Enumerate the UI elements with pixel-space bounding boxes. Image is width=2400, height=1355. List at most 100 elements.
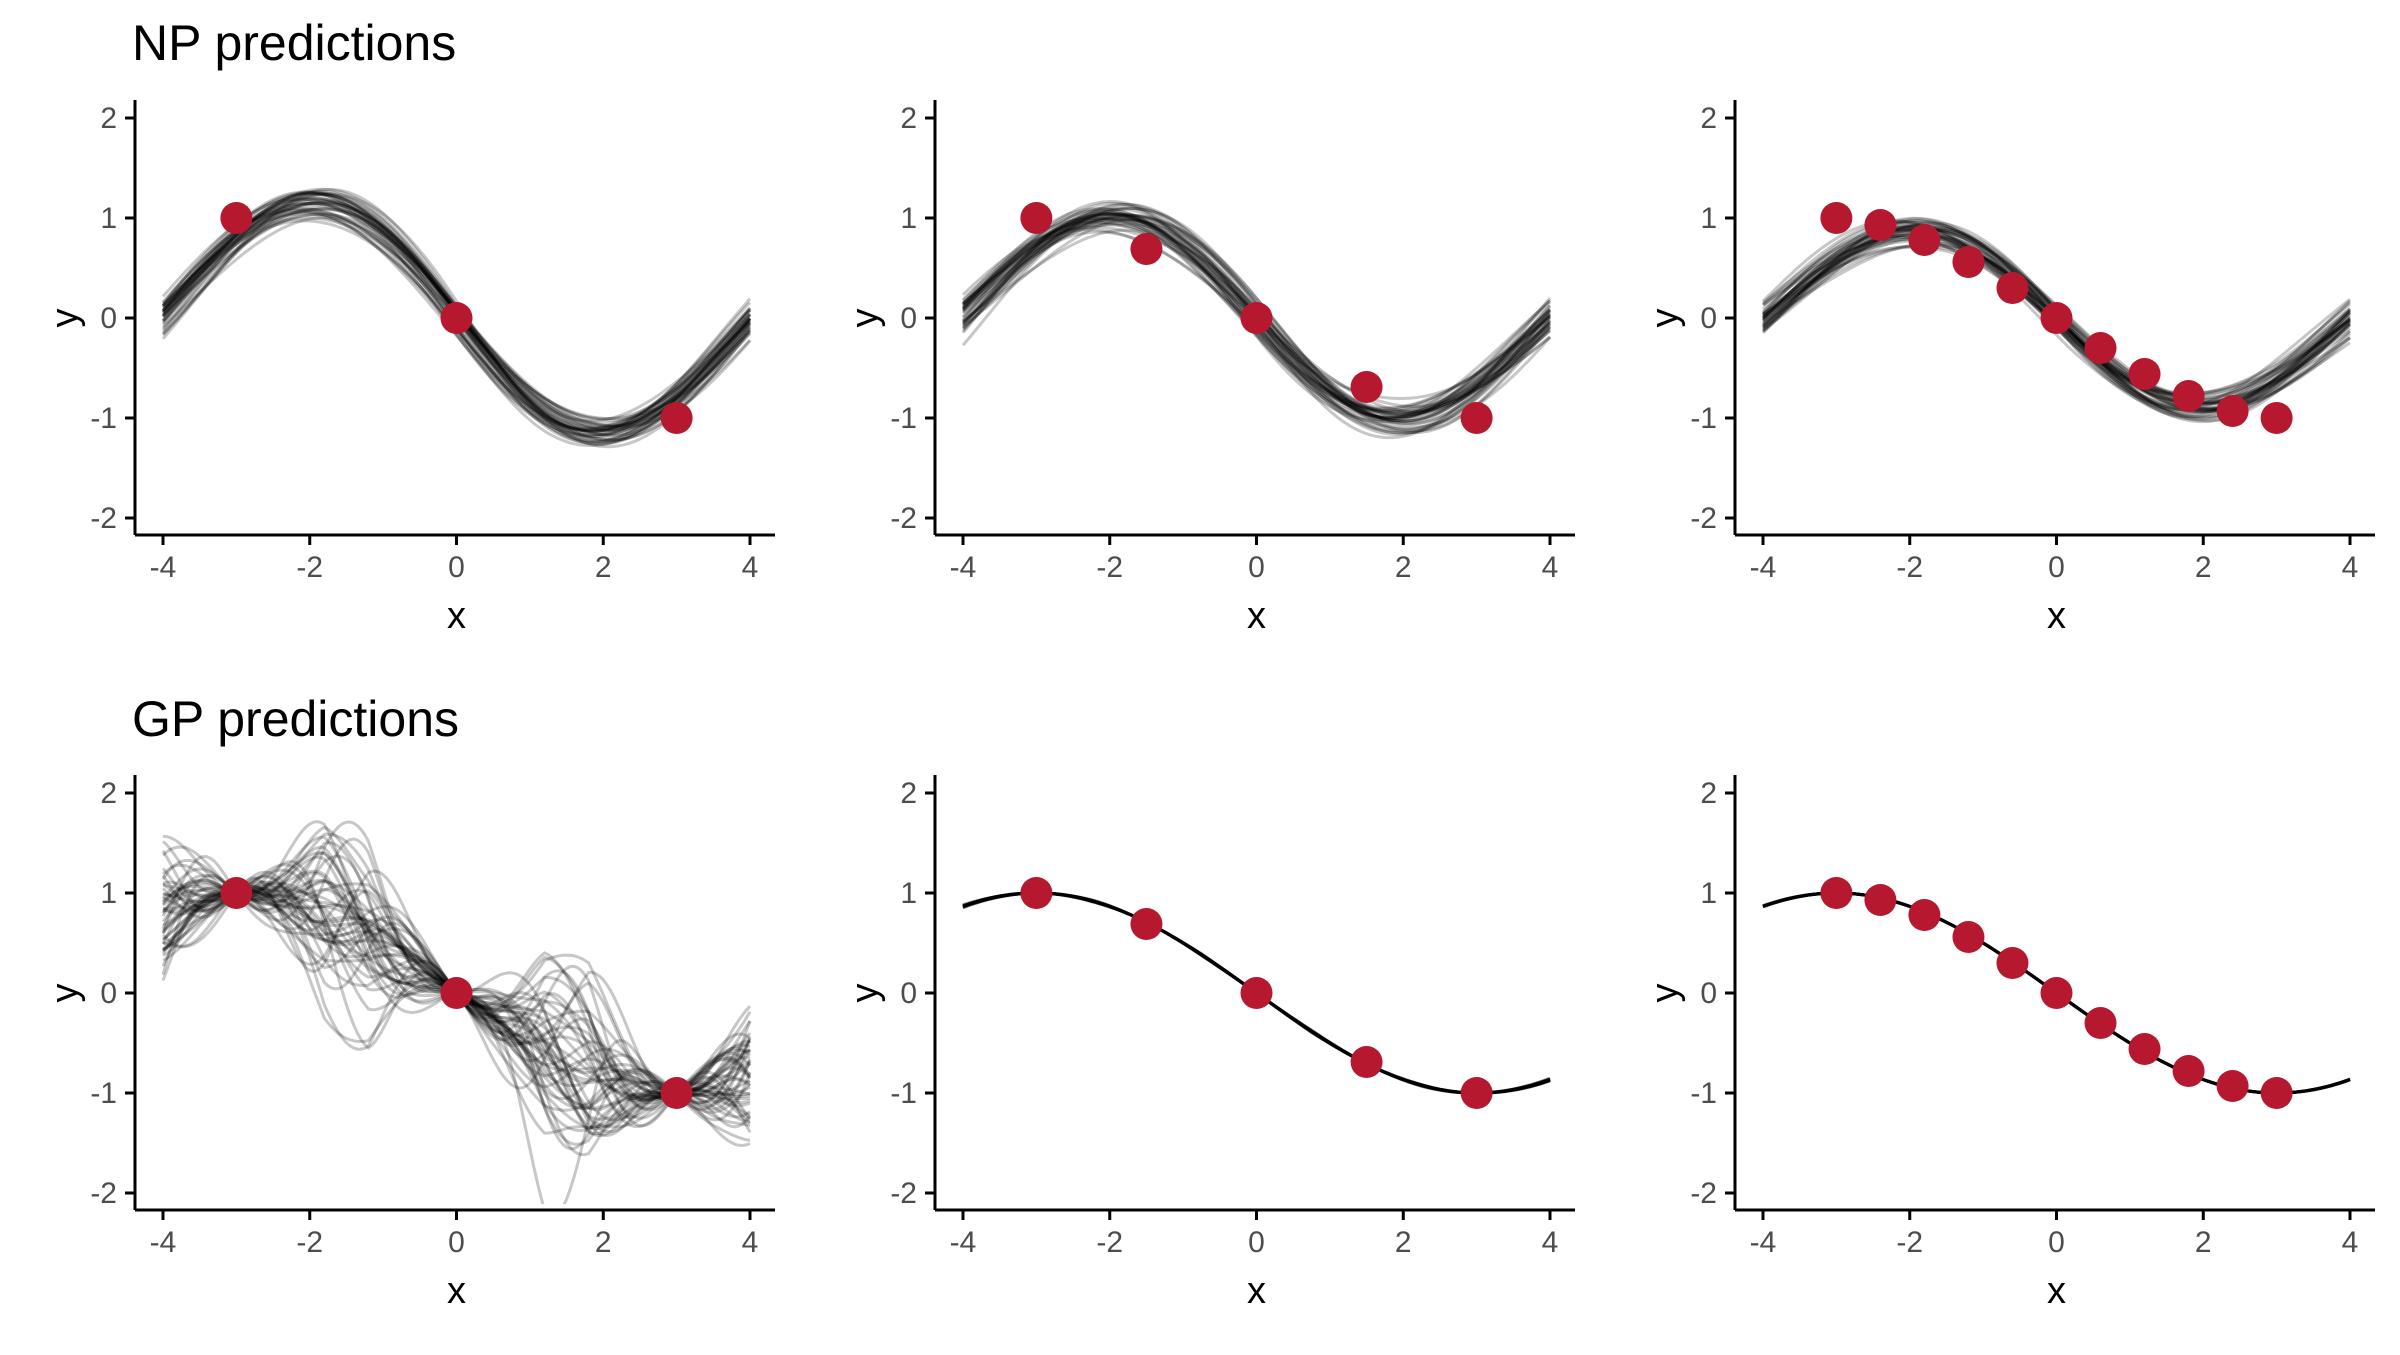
y-axis-title: y — [44, 984, 86, 1003]
gp-row-title: GP predictions — [132, 691, 460, 747]
context-point — [2216, 395, 2249, 427]
y-tick-label: 0 — [900, 977, 917, 1010]
context-point — [1240, 302, 1273, 334]
context-point — [2084, 332, 2117, 364]
y-tick-label: 2 — [900, 777, 917, 810]
y-tick-label: 2 — [1700, 777, 1717, 810]
y-tick-label: 1 — [900, 202, 917, 235]
x-tick-label: -4 — [1750, 1226, 1777, 1259]
context-point — [1020, 877, 1053, 909]
context-point — [1350, 371, 1383, 403]
x-tick-label: 0 — [448, 551, 465, 584]
x-tick-label: 2 — [1395, 1226, 1412, 1259]
y-tick-label: 1 — [1700, 202, 1717, 235]
context-point — [2040, 302, 2073, 334]
y-tick-label: -2 — [90, 502, 117, 535]
np-row-title: NP predictions — [132, 15, 457, 71]
sample-curve — [1762, 227, 2352, 413]
x-tick-label: 4 — [742, 1226, 759, 1259]
x-tick-label: 4 — [2342, 1226, 2359, 1259]
y-tick-label: 0 — [1700, 302, 1717, 335]
y-tick-label: -1 — [1690, 402, 1717, 435]
x-axis-title: x — [447, 1270, 466, 1312]
y-tick-label: -2 — [890, 1177, 917, 1210]
y-axis-title: y — [1644, 984, 1686, 1003]
x-axis-title: x — [1247, 1270, 1266, 1312]
x-tick-label: -2 — [296, 1226, 323, 1259]
x-tick-label: 2 — [2195, 1226, 2212, 1259]
context-point — [1908, 899, 1941, 931]
sample-curve — [961, 212, 1552, 423]
y-tick-label: -1 — [90, 1077, 117, 1110]
x-tick-label: 4 — [1542, 1226, 1559, 1259]
context-point — [2260, 402, 2293, 434]
y-tick-label: -1 — [890, 402, 917, 435]
context-point — [1908, 224, 1941, 256]
sample-curve — [961, 213, 1552, 431]
context-point — [1820, 202, 1853, 234]
y-tick-label: 1 — [900, 877, 917, 910]
y-tick-label: 1 — [1700, 877, 1717, 910]
panel-gp-1: -4 -2 0 2 4 -2 -1 0 1 2 x y — [44, 775, 775, 1312]
context-point — [660, 402, 693, 434]
sample-curve — [961, 216, 1551, 416]
y-axis-title: y — [1644, 309, 1686, 328]
x-axis-title: x — [2047, 1270, 2066, 1312]
x-tick-label: -2 — [1896, 1226, 1923, 1259]
context-point — [220, 877, 253, 909]
x-tick-label: -4 — [950, 1226, 977, 1259]
sample-curve — [961, 214, 1551, 423]
context-point — [2172, 1055, 2205, 1087]
context-point — [2216, 1070, 2249, 1102]
x-tick-label: -4 — [1750, 551, 1777, 584]
x-tick-label: 2 — [595, 1226, 612, 1259]
sample-curve — [961, 201, 1552, 424]
y-tick-label: -2 — [90, 1177, 117, 1210]
context-point — [1460, 402, 1493, 434]
y-tick-label: 1 — [100, 202, 117, 235]
context-point — [1350, 1046, 1383, 1078]
y-tick-label: -1 — [890, 1077, 917, 1110]
y-tick-label: -2 — [1690, 1177, 1717, 1210]
x-tick-label: 0 — [2048, 1226, 2065, 1259]
y-tick-label: 1 — [100, 877, 117, 910]
context-point — [1240, 977, 1273, 1009]
y-tick-label: 0 — [1700, 977, 1717, 1010]
y-tick-label: 0 — [100, 977, 117, 1010]
context-point — [2172, 380, 2205, 412]
x-tick-label: -4 — [150, 551, 177, 584]
y-tick-label: 2 — [100, 777, 117, 810]
y-axis-title: y — [844, 984, 886, 1003]
sample-curve — [161, 212, 752, 431]
x-tick-label: -2 — [1096, 551, 1123, 584]
x-tick-label: 2 — [1395, 551, 1412, 584]
context-point — [1020, 202, 1053, 234]
context-point — [1864, 209, 1897, 241]
x-tick-label: -4 — [950, 551, 977, 584]
context-point — [660, 1077, 693, 1109]
context-point — [1996, 947, 2029, 979]
y-tick-label: 2 — [100, 102, 117, 135]
context-point — [1864, 884, 1897, 916]
context-point — [1460, 1077, 1493, 1109]
panel-np-3: -4 -2 0 2 4 -2 -1 0 1 2 x y — [1644, 100, 2375, 637]
y-tick-label: -1 — [1690, 1077, 1717, 1110]
x-tick-label: -2 — [296, 551, 323, 584]
sample-curve — [161, 192, 752, 446]
x-tick-label: 2 — [2195, 551, 2212, 584]
y-tick-label: 2 — [1700, 102, 1717, 135]
x-tick-label: -4 — [150, 1226, 177, 1259]
x-axis-title: x — [447, 595, 466, 637]
x-tick-label: 0 — [1248, 551, 1265, 584]
x-tick-label: -2 — [1896, 551, 1923, 584]
panel-gp-3: -4 -2 0 2 4 -2 -1 0 1 2 x y — [1644, 775, 2375, 1312]
x-tick-label: 0 — [448, 1226, 465, 1259]
context-point — [2084, 1007, 2117, 1039]
context-point — [1130, 233, 1163, 265]
y-tick-label: -1 — [90, 402, 117, 435]
context-point — [1820, 877, 1853, 909]
context-point — [2128, 358, 2161, 390]
sample-curves — [161, 820, 752, 1204]
